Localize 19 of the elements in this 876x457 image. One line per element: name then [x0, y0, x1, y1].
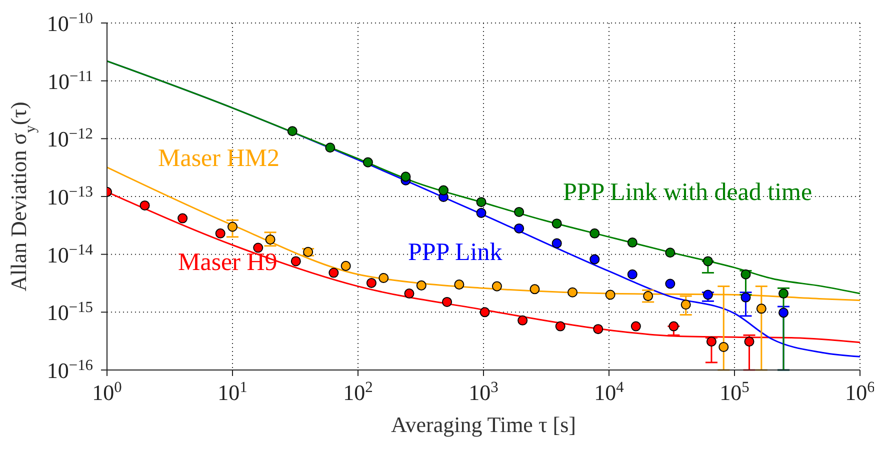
x-tick-label: 10$^{0}$ — [92, 378, 122, 405]
x-axis-title: Averaging Time τ [s] — [390, 412, 576, 437]
series-label: Maser H9 — [178, 249, 278, 276]
y-tick-label: 10$^{−13}$ — [46, 183, 94, 210]
x-tick-label: 10$^{6}$ — [845, 378, 876, 405]
x-tick-label: 10$^{5}$ — [720, 378, 750, 405]
y-tick-label: 10$^{−12}$ — [46, 125, 93, 152]
y-tick-label: 10$^{−14}$ — [46, 240, 94, 268]
x-tick-label: 10$^{3}$ — [468, 378, 499, 405]
x-tick-label: 10$^{4}$ — [594, 378, 624, 405]
series-label: PPP Link with dead time — [563, 179, 812, 206]
x-tick-label: 10$^{2}$ — [343, 378, 373, 405]
y-tick-label: 10$^{−15}$ — [46, 298, 94, 326]
y-tick-label: 10$^{−11}$ — [48, 67, 93, 94]
x-tick-label: 10$^{1}$ — [218, 378, 248, 405]
y-tick-label: 10$^{−16}$ — [46, 356, 94, 383]
y-tick-label: 10$^{−10}$ — [46, 10, 94, 36]
text: Maser HM2 — [158, 145, 280, 172]
series-label: PPP Link — [408, 239, 503, 266]
